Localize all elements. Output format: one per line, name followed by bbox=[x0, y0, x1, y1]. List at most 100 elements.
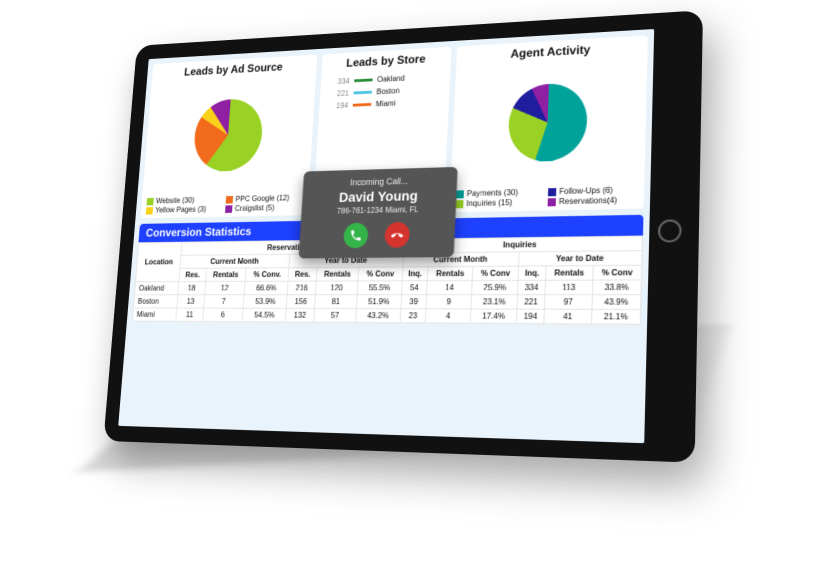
cell-location: Oakland bbox=[135, 282, 180, 295]
legend-text: Payments (30) bbox=[467, 188, 519, 198]
accept-call-button[interactable] bbox=[343, 223, 369, 249]
cell-value: 7 bbox=[203, 295, 244, 308]
legend-item: Reservations(4) bbox=[548, 195, 638, 206]
table-column: % Conv bbox=[472, 266, 519, 280]
phone-icon bbox=[348, 229, 362, 243]
legend-swatch bbox=[147, 198, 154, 205]
legend-swatch bbox=[456, 190, 464, 198]
col-location: Location bbox=[136, 242, 182, 282]
legend-text: Craigslist (5) bbox=[235, 204, 275, 213]
store-value: 194 bbox=[330, 101, 349, 110]
cell-value: 14 bbox=[427, 281, 472, 295]
table-column: Res. bbox=[179, 268, 206, 281]
cell-value: 66.6% bbox=[244, 281, 288, 295]
table-column: % Conv bbox=[593, 265, 642, 280]
legend-text: Website (30) bbox=[156, 196, 195, 205]
cell-value: 9 bbox=[426, 295, 471, 309]
table-column: % Conv. bbox=[245, 268, 289, 282]
legend-item: Inquiries (15) bbox=[455, 198, 541, 209]
panel-agent-activity: Agent Activity Payments (30)Follow-Ups (… bbox=[449, 35, 648, 212]
table-column: Rentals bbox=[205, 268, 246, 282]
table-row: Miami11654.5%1325743.2%23417.4%1944121.1… bbox=[132, 308, 640, 324]
table-column: Inq. bbox=[518, 266, 546, 280]
legend-agent-activity: Payments (30) Follow-Ups (6) Inquiries (15… bbox=[455, 185, 638, 208]
store-value: 221 bbox=[331, 89, 350, 98]
cell-value: 51.9% bbox=[357, 295, 401, 309]
legend-swatch bbox=[225, 205, 233, 213]
cell-value: 21.1% bbox=[591, 309, 640, 324]
cell-value: 120 bbox=[315, 281, 358, 295]
legend-swatch bbox=[548, 198, 556, 206]
cell-value: 81 bbox=[314, 295, 357, 309]
cell-value: 156 bbox=[287, 295, 316, 309]
cell-value: 216 bbox=[287, 281, 316, 295]
cell-value: 23 bbox=[400, 309, 427, 323]
legend-item: Craigslist (5) bbox=[225, 203, 303, 213]
store-legend-row: 221 Boston bbox=[331, 85, 439, 99]
cell-location: Miami bbox=[132, 308, 177, 321]
legend-leads-by-store: 334 Oakland 221 Boston 194 Miami bbox=[324, 66, 445, 116]
col-sub-current-month: Current Month bbox=[403, 252, 520, 267]
cell-value: 33.8% bbox=[592, 280, 641, 295]
store-color-bar bbox=[354, 91, 372, 95]
cell-value: 23.1% bbox=[471, 295, 518, 309]
home-button[interactable] bbox=[658, 219, 682, 242]
stats-table: Location Reservations Inquiries Current … bbox=[132, 236, 643, 325]
cell-value: 12 bbox=[204, 281, 245, 294]
table-column: Rentals bbox=[546, 266, 593, 281]
cell-value: 25.9% bbox=[472, 280, 519, 294]
table-column: % Conv bbox=[358, 267, 402, 281]
store-value: 334 bbox=[331, 77, 350, 86]
cell-value: 97 bbox=[545, 295, 593, 310]
legend-swatch bbox=[146, 207, 153, 214]
store-color-bar bbox=[354, 78, 372, 82]
cell-value: 53.9% bbox=[243, 295, 287, 309]
pie-chart-agent-activity bbox=[507, 82, 588, 162]
store-label: Oakland bbox=[377, 74, 405, 84]
table-column: Rentals bbox=[316, 267, 359, 281]
store-color-bar bbox=[353, 103, 371, 107]
legend-swatch bbox=[226, 196, 233, 204]
legend-leads-by-ad: Website (30) PPC Google (12) Yellow Pages … bbox=[146, 193, 303, 214]
cell-value: 43.9% bbox=[592, 295, 641, 310]
table-column: Res. bbox=[288, 268, 316, 282]
col-group-inquiries: Inquiries bbox=[403, 236, 642, 253]
cell-value: 54.5% bbox=[242, 308, 286, 322]
dashboard-screen: Leads by Ad Source Website (30)PPC Googl… bbox=[118, 29, 654, 443]
cell-value: 11 bbox=[176, 308, 203, 321]
cell-value: 55.5% bbox=[357, 281, 401, 295]
cell-value: 41 bbox=[544, 309, 592, 324]
table-column: Rentals bbox=[428, 266, 473, 280]
legend-item: Yellow Pages (3) bbox=[146, 205, 221, 215]
cell-value: 13 bbox=[177, 295, 204, 308]
legend-text: Follow-Ups (6) bbox=[559, 186, 613, 196]
cell-value: 54 bbox=[401, 281, 428, 295]
cell-value: 132 bbox=[286, 308, 315, 322]
table-column: Inq. bbox=[402, 267, 429, 281]
cell-value: 17.4% bbox=[470, 309, 517, 324]
legend-swatch bbox=[455, 200, 463, 208]
cell-value: 57 bbox=[313, 309, 356, 323]
store-label: Miami bbox=[376, 99, 396, 108]
legend-text: Yellow Pages (3) bbox=[155, 205, 206, 214]
legend-swatch bbox=[548, 188, 556, 196]
store-legend-row: 334 Oakland bbox=[331, 72, 439, 86]
cell-value: 6 bbox=[202, 308, 243, 322]
tablet-bezel: Leads by Ad Source Website (30)PPC Googl… bbox=[103, 10, 703, 463]
panel-leads-by-ad: Leads by Ad Source Website (30)PPC Googl… bbox=[140, 55, 317, 219]
pie-chart-leads-by-ad bbox=[192, 98, 264, 172]
cell-value: 194 bbox=[517, 309, 545, 324]
cell-value: 221 bbox=[517, 295, 545, 309]
cell-value: 4 bbox=[426, 309, 471, 323]
cell-value: 39 bbox=[400, 295, 427, 309]
store-label: Boston bbox=[376, 86, 400, 96]
cell-location: Boston bbox=[133, 295, 178, 308]
col-sub-current-month: Current Month bbox=[180, 254, 290, 268]
table-row: Oakland181266.6%21612055.5%541425.9%3341… bbox=[135, 280, 642, 295]
cell-value: 18 bbox=[178, 282, 205, 295]
legend-text: Reservations(4) bbox=[559, 196, 617, 206]
legend-text: PPC Google (12) bbox=[235, 194, 289, 204]
col-sub-year-to-date: Year to Date bbox=[519, 251, 642, 266]
cell-value: 113 bbox=[545, 280, 593, 295]
cell-value: 43.2% bbox=[356, 309, 401, 323]
